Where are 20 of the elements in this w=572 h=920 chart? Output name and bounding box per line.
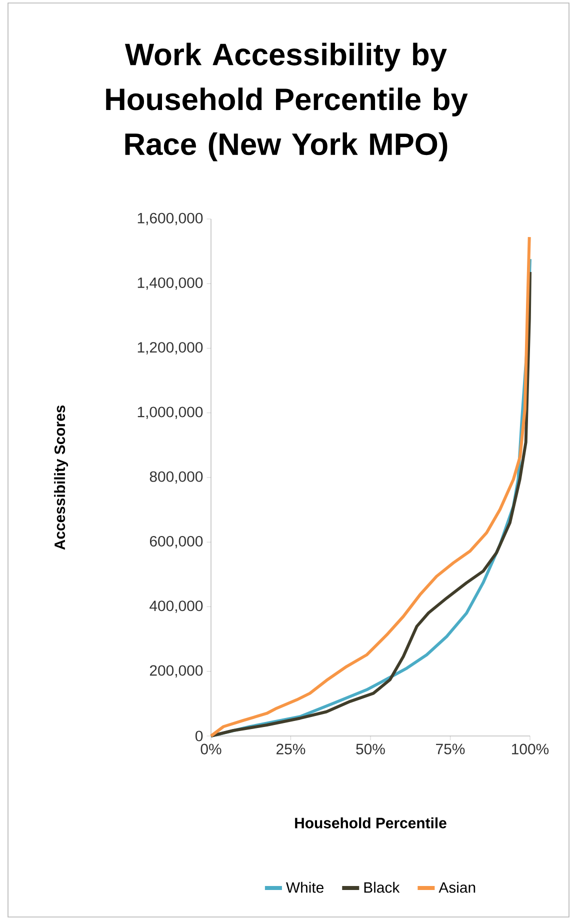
x-axis-title: Household Percentile [295,817,446,828]
x-tick-label: 100% [512,744,549,754]
y-tick-label: 600,000 [150,536,203,548]
legend-label: White [286,882,324,893]
y-tick-label: 200,000 [150,665,203,678]
y-tick-label: 1,200,000 [138,342,203,354]
legend-label: Black [364,882,400,893]
y-tick-label: 1,000,000 [138,406,203,420]
x-tick-label: 25% [276,744,306,754]
y-tick-label: 0 [195,730,203,742]
y-tick-label: 1,600,000 [138,212,203,226]
y-tick-label: 1,400,000 [138,277,203,290]
y-tick-label: 400,000 [150,600,203,613]
x-tick-label: 50% [356,744,385,754]
legend-label: Asian [438,882,476,893]
x-tick-label: 0% [200,744,222,754]
y-axis-title: Accessibility Scores [54,405,68,550]
x-tick-label: 75% [436,744,465,754]
y-tick-label: 800,000 [150,471,203,484]
chart-title: Work Accessibility by Household Percentile by Race (New York MPO) [106,42,468,162]
